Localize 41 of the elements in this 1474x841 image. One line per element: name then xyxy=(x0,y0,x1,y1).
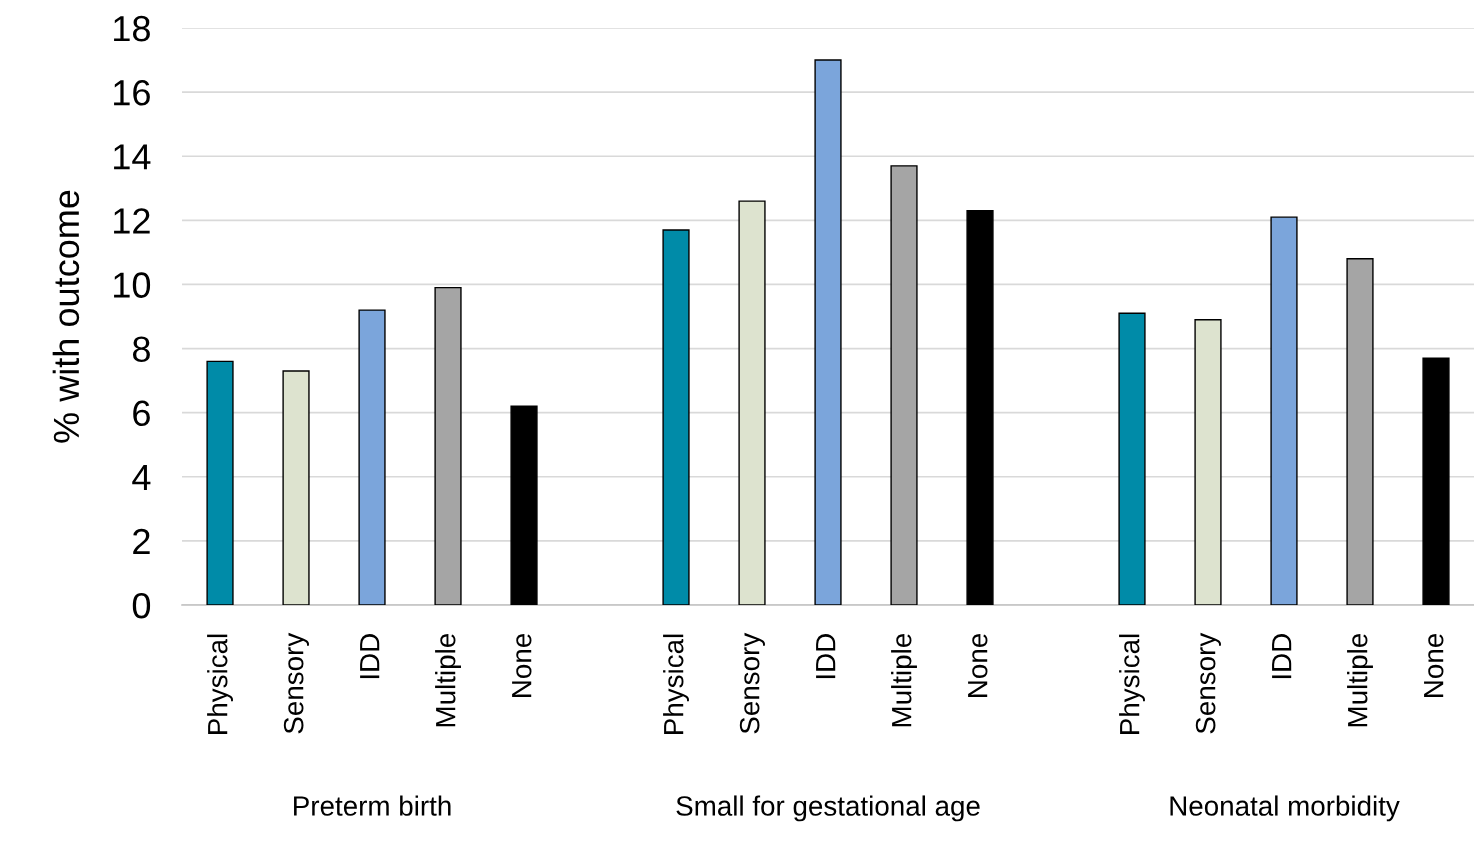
x-tick-label: Sensory xyxy=(1195,632,1221,734)
bar xyxy=(358,309,386,606)
bar xyxy=(890,165,918,606)
y-tick-label: 0 xyxy=(132,592,151,619)
bar xyxy=(206,360,234,606)
text: Preterm birth xyxy=(294,795,451,816)
x-tick-label: None xyxy=(512,634,532,697)
x-tick-label: Sensory xyxy=(739,632,765,734)
x-tick-label: IDD xyxy=(1272,634,1292,679)
y-tick-label: 14 xyxy=(114,144,151,170)
y-tick-label: 12 xyxy=(114,208,150,234)
y-tick-label: 18 xyxy=(114,15,150,42)
y-tick-label: 6 xyxy=(133,400,150,427)
bar xyxy=(1270,216,1298,606)
x-tick-label: None xyxy=(1424,634,1444,697)
y-tick-label: 2 xyxy=(133,528,150,554)
bar xyxy=(1346,258,1374,606)
y-tick-label: 10 xyxy=(114,272,151,298)
x-tick-label: IDD xyxy=(816,634,836,679)
bar xyxy=(434,286,462,606)
bar xyxy=(814,59,842,606)
x-tick-label: Sensory xyxy=(283,632,309,734)
y-axis-title: % with outcome xyxy=(52,190,80,443)
bar xyxy=(510,405,538,606)
x-tick-label: IDD xyxy=(360,634,380,679)
bar xyxy=(662,229,690,606)
x-tick-label: Multiple xyxy=(435,634,461,727)
x-tick-label: Multiple xyxy=(1347,634,1373,727)
text: Small for gestational age xyxy=(676,795,980,822)
text: Neonatal morbidity xyxy=(1170,795,1400,822)
bar xyxy=(1422,357,1450,606)
x-tick-label: Physical xyxy=(663,634,689,734)
bar xyxy=(966,210,994,606)
y-tick-label: 4 xyxy=(132,465,151,490)
x-tick-label: Physical xyxy=(207,634,233,734)
y-tick-label: 8 xyxy=(132,336,150,363)
x-tick-label: Physical xyxy=(1119,634,1145,734)
x-tick-label: Multiple xyxy=(891,634,917,727)
bar xyxy=(1118,312,1146,606)
y-tick-label: 16 xyxy=(114,79,150,106)
x-tick-label: None xyxy=(968,634,988,697)
